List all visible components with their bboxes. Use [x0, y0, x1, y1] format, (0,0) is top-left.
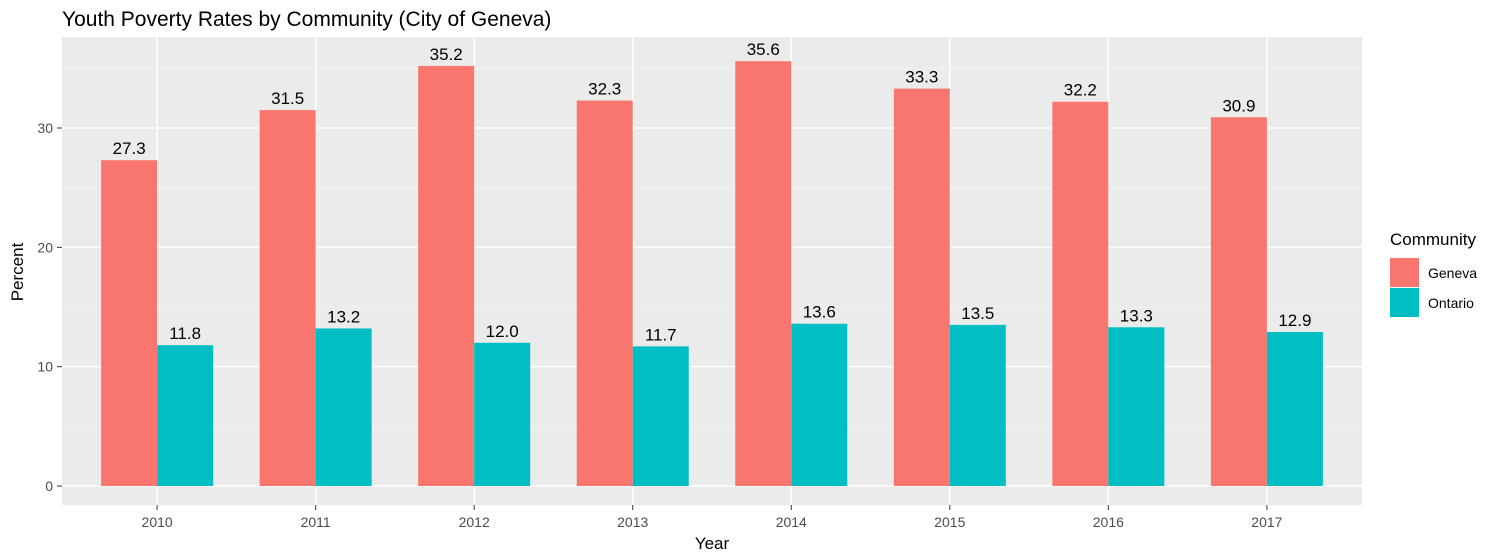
bar-geneva-2016: [1052, 101, 1109, 486]
bar-geneva-2010: [101, 160, 158, 486]
data-label-geneva-2010: 27.3: [113, 139, 146, 158]
x-tick-label: 2010: [142, 514, 173, 530]
plot-panel: [62, 37, 1362, 505]
data-label-ontario-2016: 13.3: [1120, 306, 1153, 325]
data-label-ontario-2010: 11.8: [169, 324, 201, 343]
bar-geneva-2012: [418, 65, 475, 487]
bar-ontario-2017: [1266, 332, 1323, 486]
data-label-geneva-2013: 32.3: [588, 80, 621, 99]
x-tick-label: 2013: [617, 514, 648, 530]
x-tick-label: 2011: [301, 514, 331, 530]
y-tick-label: 0: [45, 478, 53, 494]
data-label-ontario-2012: 12.0: [486, 322, 519, 341]
y-tick-label: 20: [37, 239, 53, 255]
x-tick-label: 2017: [1251, 514, 1282, 530]
legend-key-geneva: [1390, 258, 1419, 287]
bar-ontario-2014: [791, 323, 848, 486]
data-label-geneva-2014: 35.6: [747, 40, 780, 59]
chart-title: Youth Poverty Rates by Community (City o…: [62, 8, 551, 31]
bar-geneva-2011: [259, 110, 316, 486]
bar-geneva-2013: [576, 100, 633, 486]
bar-ontario-2010: [157, 345, 214, 486]
data-label-ontario-2011: 13.2: [327, 307, 360, 326]
x-tick-label: 2016: [1093, 514, 1124, 530]
data-label-ontario-2015: 13.5: [961, 304, 994, 323]
bars: [101, 61, 1323, 487]
x-tick-label: 2015: [934, 514, 965, 530]
bar-ontario-2015: [949, 324, 1006, 486]
bar-geneva-2015: [893, 88, 950, 487]
bar-ontario-2013: [632, 346, 689, 486]
bar-geneva-2017: [1210, 117, 1267, 486]
bar-ontario-2016: [1108, 327, 1165, 486]
y-axis: 0 10 20 30: [37, 120, 62, 494]
bar-geneva-2014: [735, 61, 792, 486]
legend-title: Community: [1390, 230, 1476, 249]
data-label-geneva-2011: 31.5: [271, 89, 304, 108]
data-label-geneva-2015: 33.3: [905, 68, 938, 87]
data-label-geneva-2016: 32.2: [1064, 81, 1097, 100]
x-axis: 2010 2011 2012 2013 2014 2015 2016 2017: [142, 505, 1283, 530]
data-label-geneva-2017: 30.9: [1222, 96, 1255, 115]
bar-ontario-2011: [315, 328, 372, 486]
legend-key-ontario: [1390, 288, 1419, 317]
legend-label-geneva: Geneva: [1428, 265, 1477, 281]
bar-ontario-2012: [474, 342, 531, 486]
y-tick-label: 10: [37, 359, 53, 375]
y-tick-label: 30: [37, 120, 53, 136]
x-tick-label: 2014: [776, 514, 807, 530]
y-axis-title: Percent: [8, 242, 27, 301]
legend: Community Geneva Ontario: [1390, 230, 1477, 317]
legend-label-ontario: Ontario: [1428, 295, 1474, 311]
data-label-ontario-2017: 12.9: [1278, 311, 1311, 330]
data-label-ontario-2014: 13.6: [803, 303, 836, 322]
data-label-ontario-2013: 11.7: [645, 325, 677, 344]
data-label-geneva-2012: 35.2: [430, 45, 463, 64]
x-axis-title: Year: [695, 534, 730, 552]
data-labels: 27.3 31.5 35.2 32.3 35.6 33.3 32.2 30.9 11.8 13.2…: [113, 40, 1312, 344]
x-tick-label: 2012: [459, 514, 490, 530]
